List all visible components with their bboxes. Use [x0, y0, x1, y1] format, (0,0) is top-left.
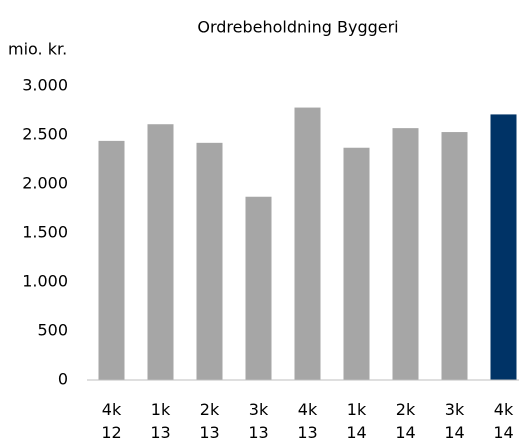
bar [147, 124, 174, 380]
bar [441, 132, 468, 380]
x-tick-label: 2k 14 [395, 400, 416, 438]
x-tick-line: 13 [150, 423, 170, 438]
y-axis-label: mio. kr. [8, 40, 67, 59]
x-tick-label: 3k 13 [248, 400, 269, 438]
x-tick-line: 14 [395, 423, 415, 438]
y-tick-label: 1.000 [22, 272, 68, 291]
x-tick-line: 1k [347, 400, 367, 419]
x-tick-line: 3k [249, 400, 269, 419]
x-tick-line: 2k [396, 400, 416, 419]
x-tick-label: 4k 14 [493, 400, 514, 438]
x-tick-label: 4k 12 [101, 400, 122, 438]
x-tick-line: 13 [297, 423, 317, 438]
y-tick-label: 500 [37, 321, 68, 340]
bar [196, 142, 223, 380]
x-tick-line: 4k [494, 400, 514, 419]
bar [245, 196, 272, 380]
x-tick-line: 3k [445, 400, 465, 419]
x-tick-label: 1k 14 [346, 400, 367, 438]
x-tick-label: 2k 13 [199, 400, 220, 438]
y-tick-label: 1.500 [22, 223, 68, 242]
x-tick-line: 13 [248, 423, 268, 438]
bar [343, 147, 370, 380]
x-tick-line: 1k [151, 400, 171, 419]
y-tick-label: 2.000 [22, 174, 68, 193]
bar [294, 107, 321, 380]
chart-title: Ordrebeholdning Byggeri [197, 18, 398, 37]
x-tick-line: 2k [200, 400, 220, 419]
x-tick-line: 14 [444, 423, 464, 438]
x-tick-line: 4k [298, 400, 318, 419]
x-tick-label: 4k 13 [297, 400, 318, 438]
bar [392, 128, 419, 380]
bar [98, 140, 125, 380]
y-tick-label: 2.500 [22, 125, 68, 144]
x-tick-line: 14 [493, 423, 513, 438]
x-tick-label: 3k 14 [444, 400, 465, 438]
x-tick-line: 12 [101, 423, 121, 438]
x-tick-line: 14 [346, 423, 366, 438]
bar [490, 114, 517, 381]
y-tick-label: 3.000 [22, 76, 68, 95]
y-tick-label: 0 [58, 370, 68, 389]
x-tick-label: 1k 13 [150, 400, 171, 438]
x-tick-line: 4k [102, 400, 122, 419]
x-tick-line: 13 [199, 423, 219, 438]
